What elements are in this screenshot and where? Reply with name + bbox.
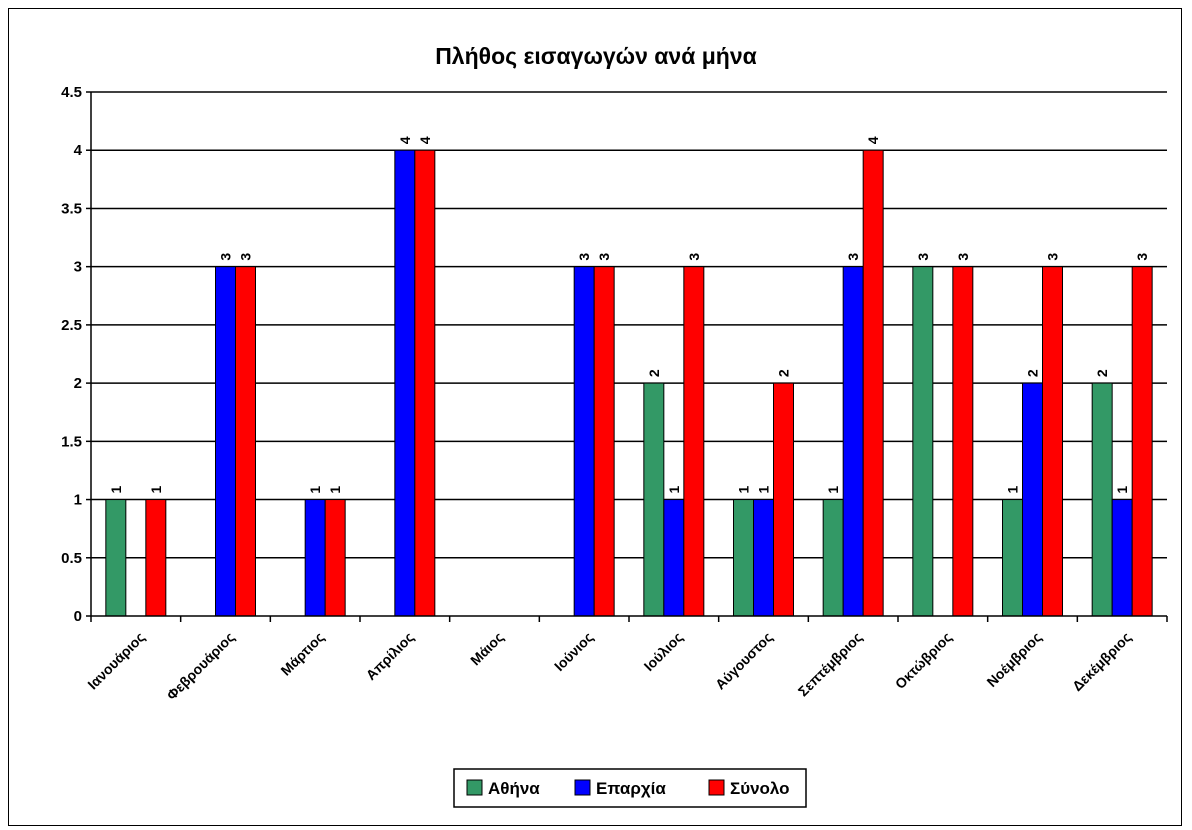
data-label: 3 [1134, 253, 1150, 261]
bar [683, 266, 705, 617]
bar [1131, 266, 1153, 617]
bar [1002, 499, 1023, 617]
bar [952, 266, 974, 617]
legend-label: Αθήνα [488, 779, 540, 798]
bar [643, 382, 665, 617]
data-label: 3 [915, 253, 931, 261]
y-tick-label: 4.5 [61, 84, 82, 101]
x-tick-label: Ιούνιος [551, 629, 596, 674]
bar [394, 149, 416, 617]
bar [215, 266, 236, 617]
data-label: 1 [825, 486, 841, 494]
x-tick-label: Μάρτιος [277, 629, 327, 679]
chart-svg: Πλήθος εισαγωγών ανά μήνα 1 13 31 14 43 32131… [61, 43, 1168, 808]
y-tick-label: 1.5 [61, 433, 82, 450]
x-tick-label: Φεβρουάριος [163, 629, 237, 703]
x-tick-label: Δεκέμβριος [1069, 629, 1134, 694]
data-label: 2 [1094, 369, 1110, 377]
data-label: 3 [955, 253, 971, 261]
bar [1111, 499, 1133, 617]
data-label: 1 [736, 486, 752, 494]
y-tick-label: 3 [74, 259, 82, 276]
data-label: 4 [397, 136, 413, 144]
data-label: 3 [1045, 253, 1061, 261]
data-label: 1 [108, 486, 124, 494]
y-tick-label: 4 [74, 142, 83, 159]
data-label: 1 [666, 486, 682, 494]
data-label: 1 [1005, 486, 1021, 494]
bar [842, 266, 864, 617]
bar [912, 266, 934, 617]
data-label: 3 [596, 253, 612, 261]
bar [304, 499, 326, 617]
legend-swatch [574, 779, 591, 796]
x-tick-label: Απρίλιος [363, 629, 417, 683]
bar [753, 499, 774, 617]
bars [105, 149, 1153, 617]
legend-box [453, 768, 807, 808]
bar [414, 149, 436, 617]
bar [324, 499, 346, 617]
data-label: 3 [686, 253, 702, 261]
bar [733, 499, 754, 617]
data-label: 3 [576, 253, 592, 261]
bar [862, 149, 884, 617]
chart-title: Πλήθος εισαγωγών ανά μήνα [435, 43, 757, 69]
data-label: 2 [1025, 369, 1041, 377]
bar [145, 499, 167, 617]
bar [1022, 382, 1043, 617]
y-tick-label: 2 [74, 375, 82, 392]
legend-swatch [466, 779, 483, 796]
data-label: 3 [845, 253, 861, 261]
bar [235, 266, 256, 617]
x-tick-label: Σεπτέμβριος [795, 629, 866, 700]
y-tick-label: 0 [74, 608, 82, 625]
y-tick-label: 1 [74, 492, 82, 509]
x-tick-label: Ιανουάριος [84, 629, 148, 693]
data-label: 4 [417, 136, 433, 144]
gridlines [91, 91, 1167, 559]
bar [822, 499, 844, 617]
legend-label: Σύνολο [730, 779, 790, 798]
legend-swatch [708, 779, 725, 796]
data-label: 1 [1114, 486, 1130, 494]
data-label: 1 [148, 486, 164, 494]
y-tick-label: 3.5 [61, 200, 82, 217]
x-tick-label: Μάιος [467, 629, 507, 669]
y-tick-label: 2.5 [61, 317, 82, 334]
bar [1042, 266, 1063, 617]
data-label: 1 [327, 486, 343, 494]
legend: Αθήνα Επαρχία Σύνολο [453, 768, 807, 808]
data-label: 2 [646, 369, 662, 377]
bar [663, 499, 685, 617]
y-tick-label: 0.5 [61, 550, 82, 567]
data-label: 1 [307, 486, 323, 494]
bar [773, 382, 794, 617]
x-tick-label: Νοέμβριος [983, 629, 1044, 690]
bar [573, 266, 595, 617]
legend-label: Επαρχία [596, 779, 666, 798]
data-label: 2 [776, 369, 792, 377]
bar [593, 266, 615, 617]
bar [1091, 382, 1113, 617]
bar [105, 499, 127, 617]
data-label: 1 [756, 486, 772, 494]
data-label: 4 [865, 136, 881, 144]
x-tick-label: Ιούλιος [641, 629, 686, 674]
x-tick-label: Αύγουστος [712, 629, 776, 693]
x-tick-label: Οκτώβριος [892, 629, 955, 692]
data-label: 3 [238, 253, 254, 261]
data-label: 3 [218, 253, 234, 261]
